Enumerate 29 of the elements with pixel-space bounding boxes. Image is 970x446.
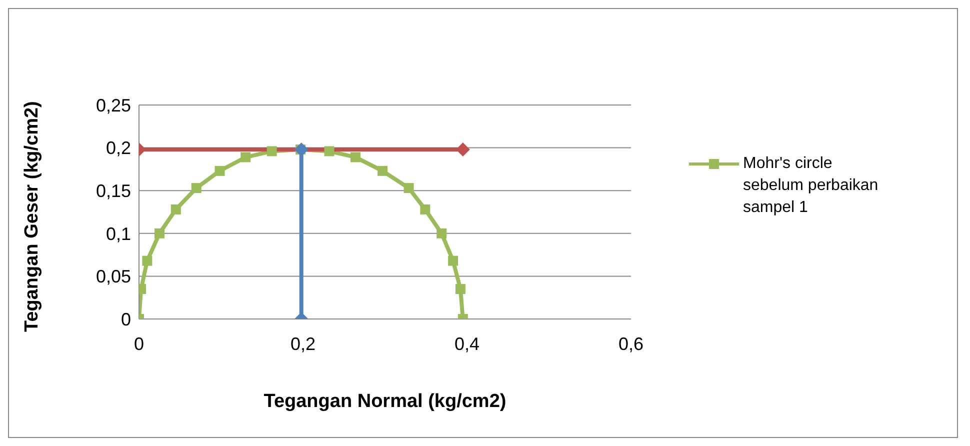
y-axis-title: Tegangan Geser (kg/cm2) [22,101,43,332]
x-tick-label: 0,2 [290,334,316,354]
point [154,228,164,238]
y-tick-label: 0,25 [96,95,131,116]
x-tick-label: 0,4 [454,334,480,354]
point [420,204,430,214]
y-tick-label: 0,1 [106,224,131,244]
point [294,142,308,157]
y-tick-label: 0,2 [106,138,131,158]
point [378,166,388,176]
point [448,256,458,266]
point [191,183,202,194]
point [455,284,466,294]
y-tick-label: 0,05 [96,266,131,287]
point [266,146,277,156]
y-tick-label: 0 [120,309,131,330]
point [240,152,251,162]
point [214,166,225,176]
x-axis-title: Tegangan Normal (kg/cm2) [264,391,506,412]
y-tick-label: 0,15 [96,180,131,201]
x-tick-label: 0,6 [618,334,644,354]
point [170,204,181,214]
point [350,152,360,162]
point [324,146,334,156]
point [142,256,152,266]
legend-label: Mohr's circle sebelum perbaikan sampel 1 [743,154,880,218]
point [404,183,414,194]
x-tick-label: 0 [134,334,144,354]
point [436,228,447,238]
